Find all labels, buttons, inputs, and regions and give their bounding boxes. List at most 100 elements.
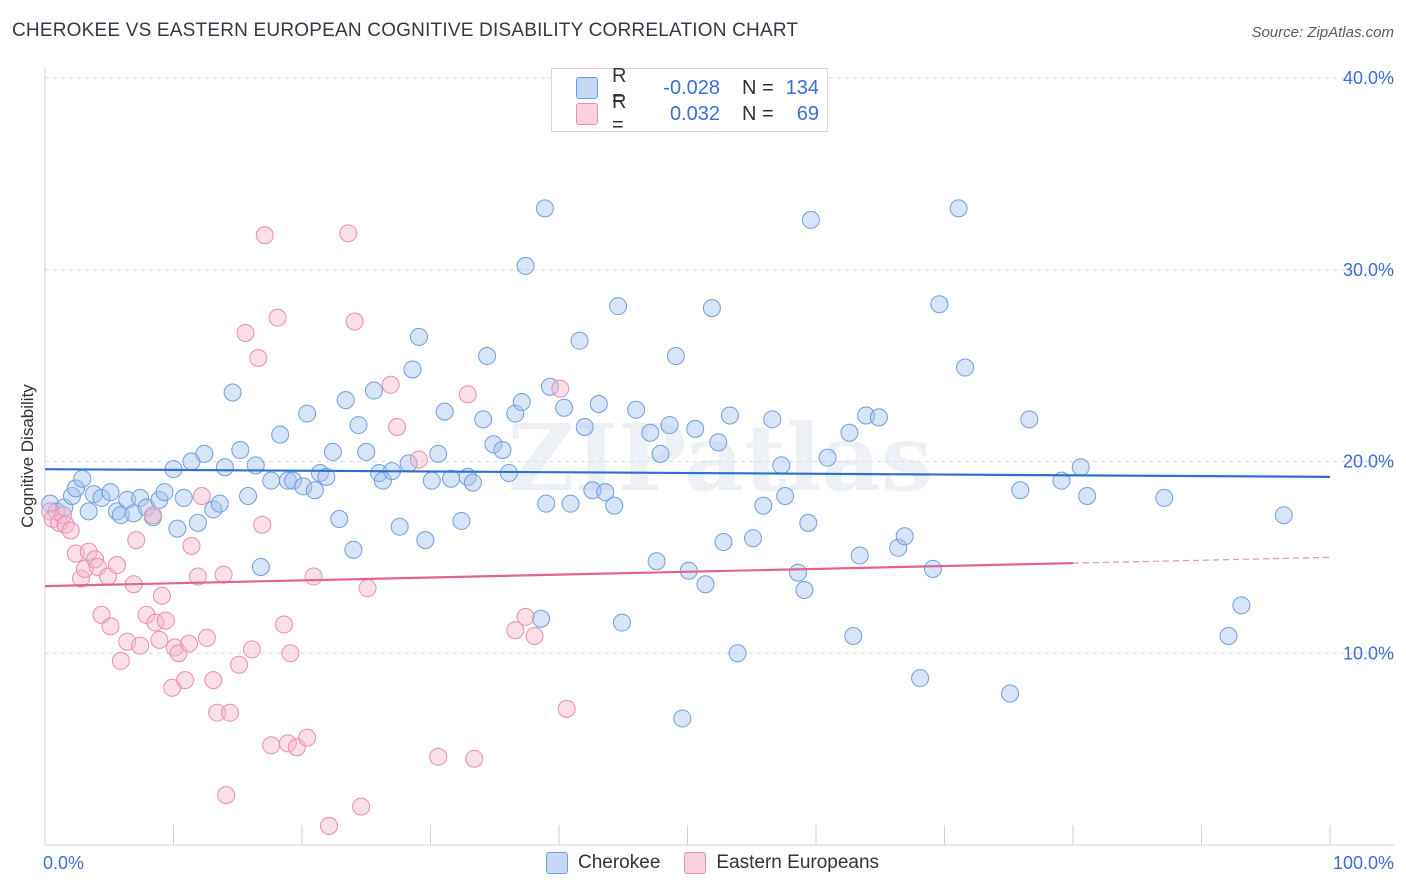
- cherokee-point: [188, 513, 207, 532]
- cherokee-point: [647, 552, 666, 571]
- eastern-europeans-point: [465, 749, 484, 768]
- r-label: R =: [612, 65, 627, 110]
- cherokee-point: [596, 483, 615, 502]
- cherokee-point: [537, 494, 556, 513]
- eastern-europeans-point: [298, 728, 317, 747]
- eastern-europeans-point: [253, 515, 272, 534]
- eastern-europeans-point: [192, 487, 211, 506]
- y-axis-label: Cognitive Disability: [18, 384, 37, 528]
- r-value: -0.028: [663, 76, 720, 99]
- source-label: Source: ZipAtlas.com: [1251, 24, 1394, 41]
- cherokee-point: [1078, 487, 1097, 506]
- eastern-europeans-point: [152, 586, 171, 605]
- cherokee-point: [416, 531, 435, 550]
- eastern-europeans-point: [236, 324, 255, 343]
- cherokee-point: [869, 408, 888, 427]
- cherokee-point: [79, 502, 98, 521]
- eastern-europeans-point: [352, 797, 371, 816]
- legend-row-eastern-europeans: R = 0.032 N = 69: [576, 91, 819, 136]
- cherokee-point: [1155, 488, 1174, 507]
- eastern-europeans-point: [150, 630, 169, 649]
- cherokee-point: [728, 644, 747, 663]
- cherokee-point: [478, 347, 497, 366]
- eastern-europeans-point: [156, 611, 175, 630]
- legend-label: Cherokee: [578, 852, 661, 873]
- cherokee-point: [1020, 410, 1039, 429]
- eastern-europeans-point: [131, 636, 150, 655]
- cherokee-point: [131, 488, 150, 507]
- cherokee-point: [210, 494, 229, 513]
- cherokee-point: [429, 444, 448, 463]
- cherokee-point: [168, 519, 187, 538]
- eastern-europeans-point: [127, 531, 146, 550]
- cherokee-point: [294, 477, 313, 496]
- eastern-europeans-point: [525, 626, 544, 645]
- cherokee-point: [535, 199, 554, 218]
- cherokee-point: [336, 391, 355, 410]
- cherokee-point: [1071, 458, 1090, 477]
- legend-row-cherokee: R = -0.028 N = 134: [576, 65, 819, 110]
- eastern-europeans-point: [429, 747, 448, 766]
- cherokee-point: [317, 467, 336, 486]
- cherokee-point: [651, 444, 670, 463]
- eastern-europeans-point: [179, 634, 198, 653]
- cherokee-point: [1011, 481, 1030, 500]
- cherokee-point: [795, 580, 814, 599]
- correlation-legend: R = -0.028 N = 134 R = 0.032 N = 69: [551, 65, 828, 136]
- eastern-europeans-point: [230, 655, 249, 674]
- eastern-europeans-point: [61, 521, 80, 540]
- cherokee-point: [223, 383, 242, 402]
- cherokee-point: [789, 563, 808, 582]
- eastern-europeans-point: [281, 644, 300, 663]
- cherokee-point: [570, 331, 589, 350]
- eastern-europeans-point: [208, 703, 227, 722]
- y-tick-label: 10.0%: [1343, 643, 1394, 663]
- cherokee-point: [1232, 596, 1251, 615]
- cherokee-swatch: [546, 852, 568, 874]
- eastern-europeans-point: [56, 515, 75, 534]
- eastern-europeans-trend-line: [44, 562, 1074, 588]
- eastern-europeans-point: [381, 375, 400, 394]
- eastern-europeans-point: [255, 226, 274, 245]
- cherokee-point: [709, 433, 728, 452]
- cherokee-point: [840, 423, 859, 442]
- cherokee-point: [627, 400, 646, 419]
- cherokee-point: [484, 435, 503, 454]
- cherokee-point: [754, 496, 773, 515]
- cherokee-point: [73, 469, 92, 488]
- eastern-europeans-point: [79, 542, 98, 561]
- legend-item-cherokee[interactable]: Cherokee: [546, 852, 660, 874]
- cherokee-point: [923, 559, 942, 578]
- cherokee-point: [284, 471, 303, 490]
- cherokee-point: [474, 410, 493, 429]
- eastern-europeans-point: [409, 450, 428, 469]
- cherokee-point: [66, 479, 85, 498]
- legend-item-eastern-europeans[interactable]: Eastern Europeans: [684, 852, 879, 874]
- cherokee-point: [442, 469, 461, 488]
- cherokee-point: [403, 360, 422, 379]
- cherokee-point: [589, 394, 608, 413]
- cherokee-point: [641, 423, 660, 442]
- cherokee-point: [776, 487, 795, 506]
- eastern-europeans-point: [137, 605, 156, 624]
- cherokee-point: [561, 494, 580, 513]
- cherokee-point: [101, 483, 120, 502]
- cherokee-point: [763, 410, 782, 429]
- eastern-europeans-point: [506, 621, 525, 640]
- legend-label: Eastern Europeans: [716, 852, 880, 873]
- cherokee-point: [844, 626, 863, 645]
- cherokee-point: [895, 527, 914, 546]
- cherokee-point: [673, 709, 692, 728]
- cherokee-point: [801, 210, 820, 229]
- cherokee-point: [195, 444, 214, 463]
- cherokee-point: [215, 458, 234, 477]
- cherokee-point: [799, 513, 818, 532]
- eastern-europeans-point: [262, 736, 281, 755]
- cherokee-point: [364, 381, 383, 400]
- cherokee-point: [772, 456, 791, 475]
- eastern-europeans-point: [176, 671, 195, 690]
- n-label: N =: [742, 76, 774, 99]
- cherokee-point: [344, 540, 363, 559]
- cherokee-point: [155, 483, 174, 502]
